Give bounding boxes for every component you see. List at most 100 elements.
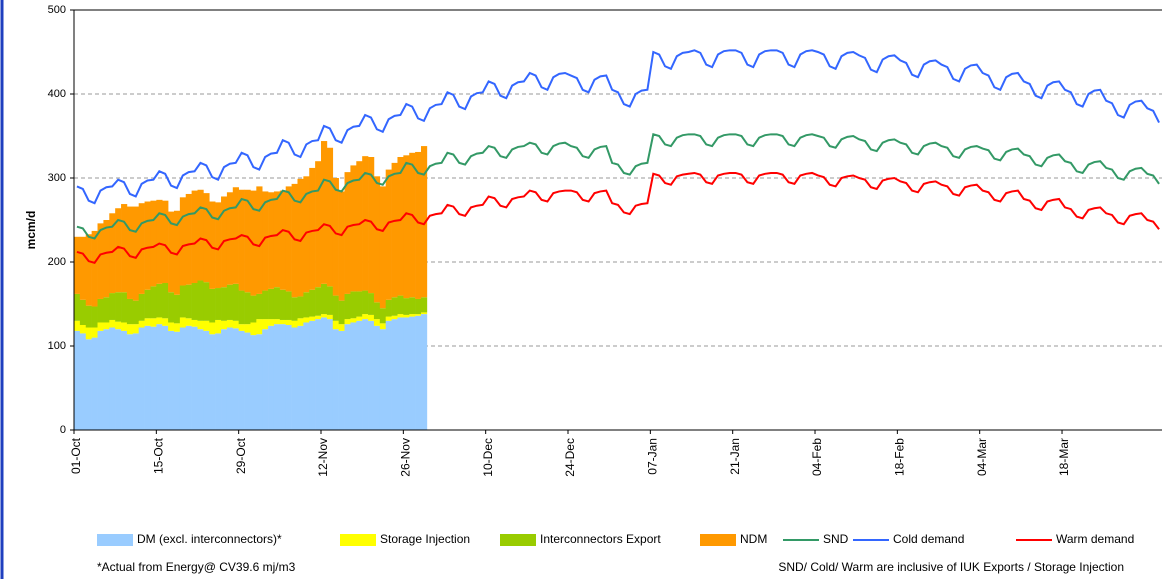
bar-segment [356, 320, 363, 430]
bar-segment [262, 319, 269, 330]
bar-segment [91, 337, 98, 430]
bar-segment [273, 287, 281, 320]
bar-segment [79, 236, 87, 300]
bar-segment [185, 284, 192, 319]
legend-label: Cold demand [893, 532, 964, 546]
bar-segment [291, 183, 298, 298]
bar-segment [74, 236, 81, 294]
bar-segment [226, 284, 234, 320]
bar-segment [85, 327, 92, 340]
bar-segment [385, 320, 392, 430]
bar-segment [315, 319, 322, 430]
bar-segment [132, 300, 139, 325]
bar-segment [420, 312, 428, 315]
bar-segment [303, 292, 310, 318]
footnote: *Actual from Energy@ CV39.6 mj/m3 [97, 560, 296, 574]
bar-segment [209, 322, 216, 335]
bar-segment [309, 167, 316, 290]
bar-segment [197, 320, 204, 330]
bar-segment [344, 172, 351, 294]
bar-segment [344, 293, 351, 320]
bar-segment [109, 213, 116, 294]
bar-segment [415, 298, 422, 315]
bar-segment [232, 320, 239, 329]
bar-segment [221, 287, 228, 321]
bar-segment [303, 317, 310, 323]
bar-segment [303, 322, 310, 430]
bar-segment [244, 292, 251, 325]
bar-segment [403, 155, 410, 299]
bar-segment [250, 322, 257, 336]
bar-segment [215, 288, 222, 320]
bar-segment [303, 176, 310, 293]
bar-segment [203, 282, 210, 321]
bar-segment [397, 295, 404, 315]
bar-segment [338, 324, 345, 331]
x-tick-label: 07-Jan [645, 438, 659, 475]
bar-segment [338, 191, 345, 301]
bar-segment [115, 208, 122, 293]
bar-segment [397, 317, 404, 430]
bar-segment [373, 176, 381, 303]
bar-segment [209, 288, 216, 323]
bar-segment [197, 329, 204, 430]
bar-segment [315, 287, 322, 316]
legend-label: NDM [740, 532, 767, 546]
bar-segment [391, 297, 398, 316]
bar-segment [238, 330, 245, 430]
bar-segment [215, 333, 222, 430]
bar-segment [409, 297, 416, 315]
bar-segment [203, 330, 210, 430]
bar-segment [321, 283, 328, 315]
bar-segment [238, 324, 245, 331]
bar-segment [109, 327, 116, 430]
bar-segment [332, 295, 339, 321]
bar-segment [215, 202, 222, 289]
bar-segment [250, 295, 257, 323]
bar-segment [179, 317, 187, 328]
bar-segment [291, 327, 298, 430]
bar-segment [397, 157, 404, 296]
bar-segment [332, 320, 339, 330]
bar-segment [144, 201, 151, 290]
bar-segment [221, 320, 228, 330]
bar-segment [168, 330, 175, 430]
bar-segment [403, 317, 410, 430]
bar-segment [156, 324, 163, 430]
bar-segment [297, 178, 304, 297]
bar-segment [79, 299, 87, 325]
bar-segment [97, 322, 104, 331]
bar-segment [362, 319, 369, 430]
bar-segment [309, 316, 316, 321]
line-series [76, 49, 1160, 205]
bar-segment [162, 283, 169, 319]
bar-segment [409, 314, 416, 317]
bar-segment [315, 315, 322, 320]
bar-segment [332, 329, 339, 430]
bar-segment [232, 187, 239, 284]
bar-segment [144, 325, 151, 430]
bar-segment [385, 316, 392, 321]
bar-segment [420, 146, 428, 298]
bar-segment [373, 302, 381, 320]
bar-segment [379, 323, 386, 330]
bar-segment [179, 327, 187, 430]
bar-segment [173, 294, 181, 324]
bar-segment [132, 206, 139, 301]
bar-segment [115, 321, 122, 330]
bar-segment [415, 314, 422, 316]
bar-segment [156, 199, 163, 284]
bar-segment [209, 201, 216, 289]
bar-segment [79, 333, 87, 430]
bar-segment [268, 192, 275, 289]
legend-label: DM (excl. interconnectors)* [137, 532, 282, 546]
bar-segment [121, 292, 128, 323]
bar-segment [138, 327, 145, 430]
bar-segment [326, 314, 334, 320]
bar-segment [285, 291, 292, 320]
bar-segment [132, 333, 139, 430]
bar-segment [350, 322, 357, 430]
bar-segment [420, 297, 428, 313]
bar-segment [326, 286, 334, 315]
bar-segment [256, 293, 263, 320]
